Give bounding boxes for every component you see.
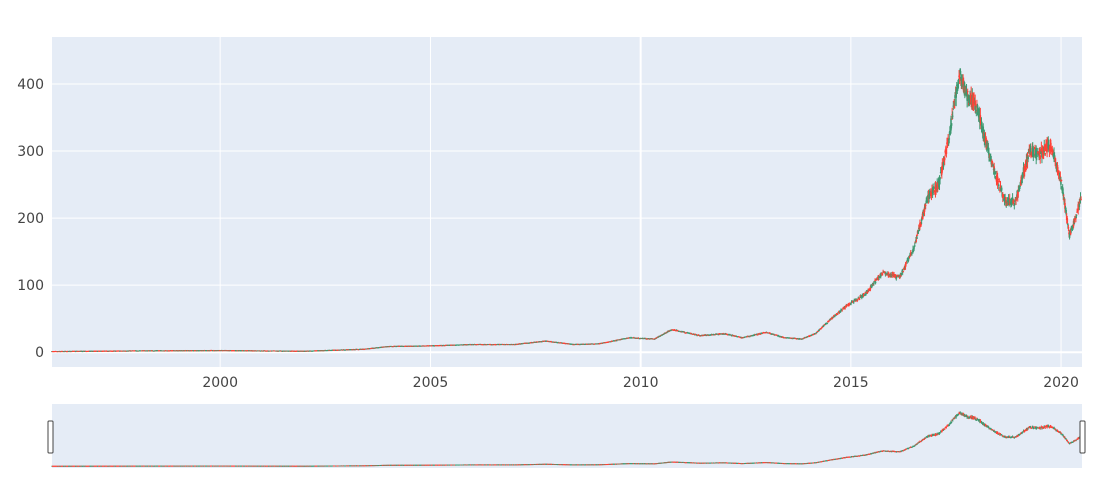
- y-gridlines: [52, 83, 1082, 354]
- candle-increasing: [683, 331, 686, 333]
- x-tick-label: 2000: [202, 375, 238, 391]
- y-tick-label: 400: [17, 77, 44, 93]
- slider-candle-decreasing: [1060, 432, 1063, 434]
- x-tick-label: 2015: [833, 375, 869, 391]
- slider-candle-decreasing: [1044, 426, 1046, 428]
- slider-candle-decreasing: [944, 428, 946, 431]
- slider-candle-increasing: [952, 419, 954, 422]
- y-tick-label: 300: [17, 144, 44, 160]
- x-tick-label: 2020: [1043, 375, 1079, 391]
- slider-candle-decreasing: [945, 426, 948, 429]
- rangeslider-left-handle[interactable]: [47, 420, 54, 454]
- x-tick-label: 2005: [413, 375, 449, 391]
- y-tick-label: 0: [35, 345, 44, 361]
- candle-increasing: [826, 322, 829, 324]
- y-axis: 0 100 200 300 400: [17, 77, 44, 361]
- x-tick-label: 2010: [623, 375, 659, 391]
- candles-main: [51, 68, 1082, 353]
- rangeslider-right-handle[interactable]: [1079, 420, 1086, 454]
- slider-candle-decreasing: [998, 432, 1000, 435]
- slider-candle-increasing: [939, 432, 941, 434]
- y-tick-label: 100: [17, 278, 44, 294]
- slider-candle-decreasing: [1066, 439, 1068, 442]
- x-axis: 2000 2005 2010 2015 2020: [202, 375, 1079, 391]
- slider-candle-increasing: [1033, 427, 1035, 430]
- slider-candle-increasing: [1027, 428, 1029, 430]
- x-gridlines: [219, 37, 1062, 367]
- slider-candle-increasing: [1001, 433, 1003, 436]
- slider-candle-increasing: [950, 421, 953, 423]
- slider-candle-increasing: [994, 432, 996, 434]
- slider-candle-decreasing: [997, 432, 999, 434]
- y-tick-label: 200: [17, 211, 44, 227]
- slider-candle-decreasing: [1044, 427, 1046, 429]
- slider-candle-increasing: [916, 443, 918, 445]
- plot-background: [52, 37, 1082, 367]
